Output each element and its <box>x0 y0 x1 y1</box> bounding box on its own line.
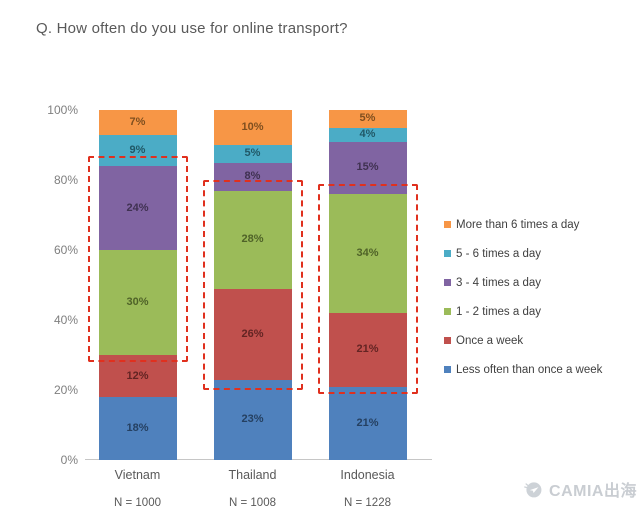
segment-indonesia: 21% <box>328 313 407 387</box>
legend-swatch <box>444 337 451 344</box>
legend-label: Less often than once a week <box>456 363 603 376</box>
segment-value-label: 23% <box>241 413 264 426</box>
y-axis: 0% 20% 40% 60% 80% 100% <box>0 0 78 522</box>
segment-thailand: 8% <box>213 162 292 191</box>
segment-value-label: 12% <box>126 369 149 382</box>
watermark: CAMIA出海 <box>522 477 637 501</box>
legend-item: Less often than once a week <box>444 355 602 384</box>
segment-value-label: 10% <box>241 121 264 133</box>
y-axis-tick-label: 100% <box>47 103 78 117</box>
legend-swatch <box>444 279 451 286</box>
segment-thailand: 28% <box>213 190 292 289</box>
category-label-thailand: Thailand <box>228 468 277 482</box>
bar-indonesia: 21% 21% 34% 15% 4% 5% <box>328 110 407 460</box>
y-axis-tick-label: 60% <box>53 243 78 257</box>
segment-value-label: 18% <box>126 422 149 434</box>
bar-thailand: 23% 26% 28% 8% 5% 10% <box>213 110 292 460</box>
paper-plane-circle-icon <box>524 482 542 498</box>
segment-vietnam: 12% <box>98 355 177 397</box>
segment-thailand: 10% <box>213 110 292 145</box>
segment-value-label: 24% <box>126 201 149 214</box>
segment-indonesia: 4% <box>328 127 407 142</box>
segment-vietnam: 30% <box>98 250 177 355</box>
legend-label: 3 - 4 times a day <box>456 276 542 289</box>
watermark-text: CAMIA出海 <box>549 483 637 500</box>
segment-indonesia: 15% <box>328 141 407 194</box>
category-label-indonesia: Indonesia <box>340 468 395 482</box>
segment-vietnam: 7% <box>98 110 177 135</box>
sample-size-label: N = 1008 <box>229 497 276 509</box>
bar-vietnam: 18% 12% 30% 24% 9% 7% <box>98 110 177 460</box>
legend-item: 3 - 4 times a day <box>444 268 602 297</box>
segment-value-label: 34% <box>356 247 379 259</box>
segment-value-label: 9% <box>129 143 146 156</box>
segment-vietnam: 24% <box>98 166 177 250</box>
segment-value-label: 21% <box>356 343 379 356</box>
legend-swatch <box>444 250 451 257</box>
chart-title: Q. How often do you use for online trans… <box>36 20 348 37</box>
segment-thailand: 26% <box>213 288 292 380</box>
legend-item: 1 - 2 times a day <box>444 297 602 326</box>
legend-label: More than 6 times a day <box>456 218 580 231</box>
segment-value-label: 7% <box>129 115 146 128</box>
segment-value-label: 21% <box>356 416 379 429</box>
legend-swatch <box>444 308 451 315</box>
y-axis-tick-label: 80% <box>53 173 78 187</box>
segment-value-label: 28% <box>241 233 264 245</box>
segment-thailand: 5% <box>213 145 292 163</box>
legend: More than 6 times a day 5 - 6 times a day… <box>444 210 602 384</box>
category-label-vietnam: Vietnam <box>114 468 161 482</box>
plot-area: 18% 12% 30% 24% 9% 7% 23% 26% 28% 8% 5% 10% 21% 21% 34… <box>0 110 643 460</box>
segment-indonesia: 21% <box>328 386 407 460</box>
segment-value-label: 5% <box>359 112 376 125</box>
segment-vietnam: 18% <box>98 397 177 460</box>
segment-value-label: 26% <box>241 327 264 340</box>
legend-label: 1 - 2 times a day <box>456 305 542 318</box>
segment-indonesia: 34% <box>328 194 407 313</box>
legend-item: 5 - 6 times a day <box>444 239 602 268</box>
y-axis-tick-label: 40% <box>53 313 78 327</box>
segment-value-label: 30% <box>126 296 149 308</box>
sample-size-label: N = 1000 <box>114 497 161 509</box>
segment-thailand: 23% <box>213 379 292 460</box>
segment-indonesia: 5% <box>328 110 407 128</box>
segment-vietnam: 9% <box>98 134 177 166</box>
legend-label: 5 - 6 times a day <box>456 247 542 260</box>
segment-value-label: 8% <box>244 170 261 182</box>
segment-value-label: 5% <box>244 147 261 160</box>
segment-value-label: 4% <box>359 128 376 140</box>
legend-label: Once a week <box>456 334 524 347</box>
legend-swatch <box>444 221 451 228</box>
y-axis-tick-label: 20% <box>53 383 78 397</box>
legend-item: More than 6 times a day <box>444 210 602 239</box>
segment-value-label: 15% <box>356 161 379 174</box>
legend-item: Once a week <box>444 326 602 355</box>
y-axis-tick-label: 0% <box>60 453 78 467</box>
legend-swatch <box>444 366 451 373</box>
sample-size-label: N = 1228 <box>344 497 391 509</box>
